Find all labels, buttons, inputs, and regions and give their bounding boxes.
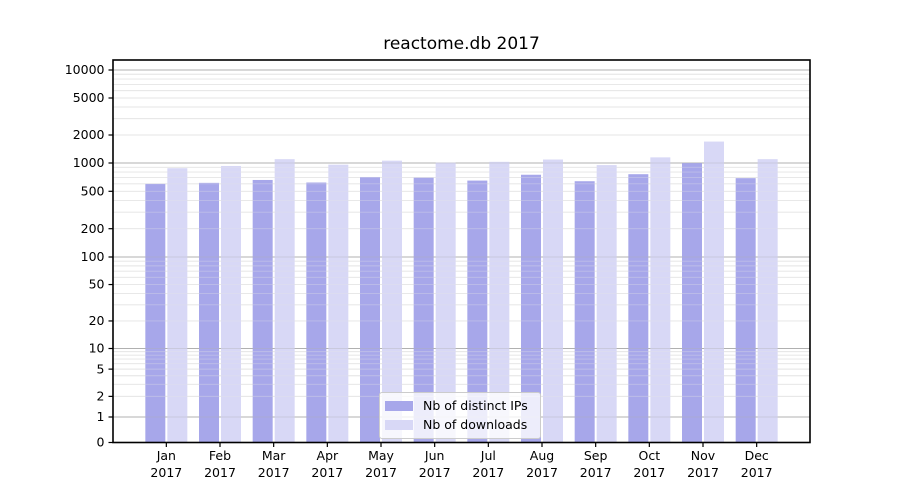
x-tick-label: Apr 2017 [311, 448, 343, 480]
x-tick-label: Feb 2017 [204, 448, 236, 480]
bar-downloads [650, 157, 671, 443]
bar-distinct-ips [145, 183, 166, 443]
y-tick-label: 10 [89, 341, 105, 356]
y-tick-label: 5000 [73, 90, 105, 105]
x-tick-label: May 2017 [365, 448, 397, 480]
bar-downloads [704, 141, 724, 443]
x-tick-label: Jul 2017 [472, 448, 504, 480]
x-tick-label: Sep 2017 [580, 448, 612, 480]
bar-downloads [382, 160, 402, 443]
x-tick-label: Jun 2017 [419, 448, 451, 480]
legend: Nb of distinct IPs Nb of downloads [379, 392, 541, 439]
chart-title: reactome.db 2017 [383, 34, 540, 54]
y-tick-label: 10000 [65, 62, 105, 77]
bar-downloads [757, 159, 778, 443]
y-tick-label: 100 [81, 249, 105, 264]
x-tick-label: Jan 2017 [150, 448, 182, 480]
bar-downloads [167, 168, 188, 443]
legend-swatch-distinct-ips [385, 401, 413, 411]
legend-item-downloads: Nb of downloads [385, 417, 528, 433]
bar-distinct-ips [735, 178, 756, 443]
bar-distinct-ips [199, 182, 219, 443]
y-tick-label: 200 [81, 221, 105, 236]
legend-label-downloads: Nb of downloads [423, 417, 528, 432]
legend-label-distinct-ips: Nb of distinct IPs [423, 398, 528, 413]
bar-distinct-ips [574, 181, 595, 443]
bar-distinct-ips [467, 180, 488, 443]
bar-distinct-ips [628, 174, 649, 443]
bar-downloads [596, 165, 617, 443]
bar-distinct-ips [252, 179, 273, 443]
bar-downloads [328, 164, 349, 443]
bars [145, 141, 778, 443]
y-tick-label: 1000 [73, 155, 105, 170]
bar-downloads [221, 165, 241, 443]
legend-swatch-downloads [385, 420, 413, 430]
bar-downloads [435, 162, 456, 443]
y-tick-label: 20 [89, 313, 105, 328]
plot-frame [112, 59, 811, 444]
y-tick-label: 2000 [73, 127, 105, 142]
legend-item-distinct-ips: Nb of distinct IPs [385, 398, 528, 414]
bar-distinct-ips [682, 163, 702, 443]
bar-downloads [543, 159, 563, 443]
x-tick-label: Aug 2017 [526, 448, 558, 480]
bar-downloads [274, 159, 295, 443]
y-tick-label: 1 [97, 409, 105, 424]
x-tick-label: Oct 2017 [633, 448, 665, 480]
y-tick-label: 2 [97, 389, 105, 404]
bar-distinct-ips [413, 177, 434, 443]
bar-downloads [489, 161, 510, 443]
y-tick-label: 50 [89, 277, 105, 292]
x-tick-label: Nov 2017 [687, 448, 719, 480]
bar-distinct-ips [521, 174, 541, 443]
bar-distinct-ips [306, 182, 327, 443]
bar-distinct-ips [360, 176, 380, 443]
x-tick-label: Mar 2017 [258, 448, 290, 480]
x-tick-label: Dec 2017 [741, 448, 773, 480]
y-tick-label: 0 [97, 435, 105, 450]
y-tick-label: 500 [81, 183, 105, 198]
y-tick-label: 5 [97, 361, 105, 376]
